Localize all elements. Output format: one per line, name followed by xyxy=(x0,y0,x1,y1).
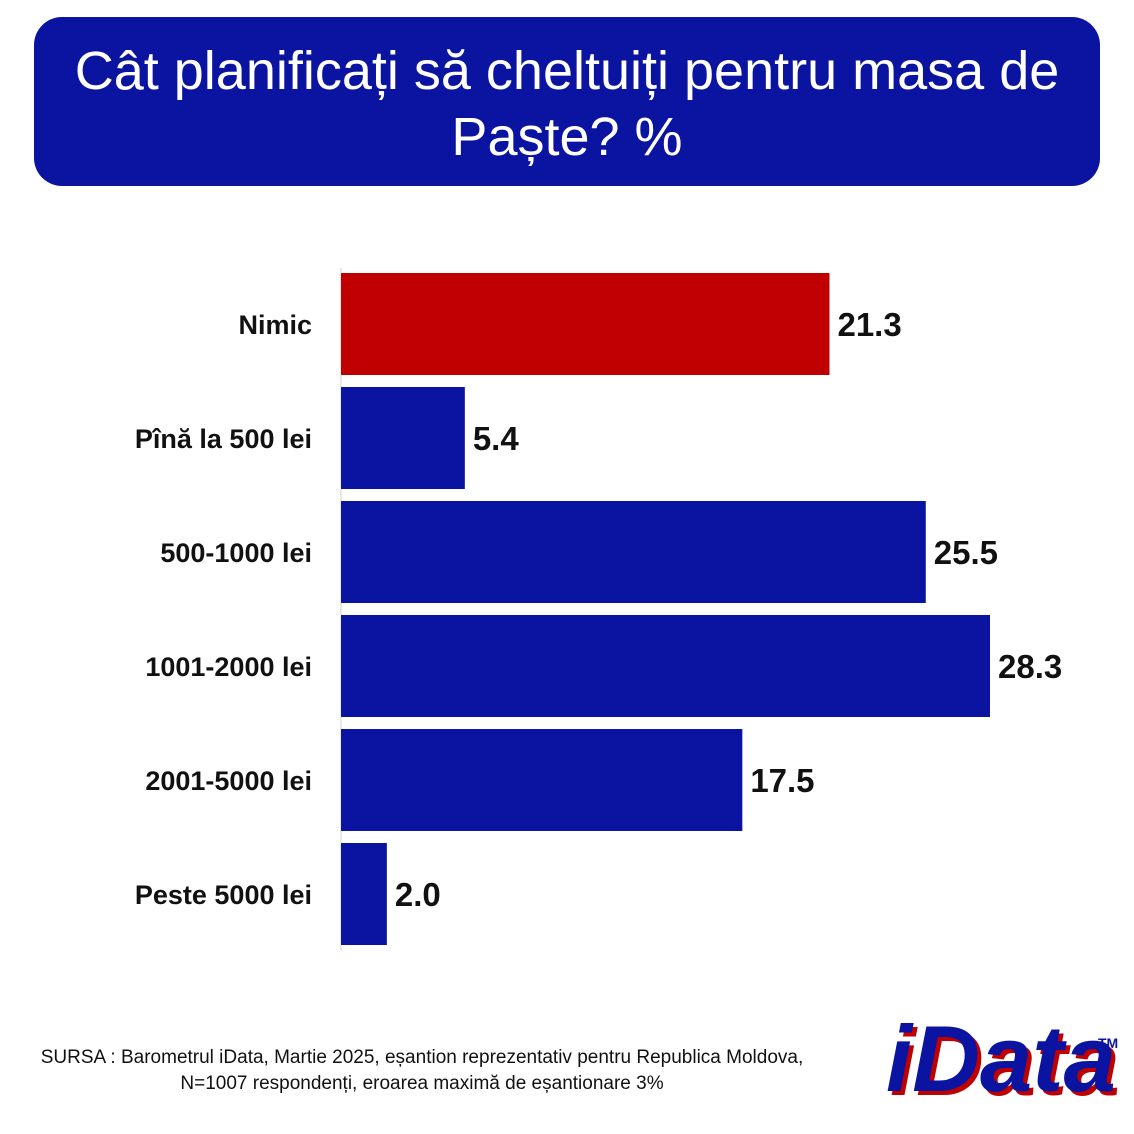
category-label: Nimic xyxy=(238,310,312,340)
bar-chart: Nimic 21.3 Pînă la 500 lei 5.4 500-1000 lei 2… xyxy=(135,268,1062,950)
category-label: Pînă la 500 lei xyxy=(135,424,312,454)
bar xyxy=(341,615,990,717)
idata-logo: iData iData TM xyxy=(886,1012,1118,1104)
bar xyxy=(341,501,926,603)
value-label: 28.3 xyxy=(998,648,1062,685)
category-label: 1001-2000 lei xyxy=(145,652,312,682)
bar xyxy=(341,729,743,831)
logo-shadow-text: iData xyxy=(890,1012,1118,1104)
bar xyxy=(341,273,830,375)
category-label: Peste 5000 lei xyxy=(135,880,312,910)
category-label: 2001-5000 lei xyxy=(145,766,312,796)
logo-text: iData xyxy=(886,1012,1116,1104)
category-label: 500-1000 lei xyxy=(160,538,312,568)
value-label: 17.5 xyxy=(750,762,814,799)
title-banner: Cât planificați să cheltuiți pentru masa… xyxy=(34,17,1100,186)
value-label: 5.4 xyxy=(473,420,520,457)
bar xyxy=(341,843,387,945)
logo-trademark: TM xyxy=(1098,1035,1118,1051)
source-note: SURSA : Barometrul iData, Martie 2025, e… xyxy=(40,1047,804,1094)
value-label: 2.0 xyxy=(395,876,441,913)
bar xyxy=(341,387,465,489)
value-label: 21.3 xyxy=(837,306,901,343)
value-label: 25.5 xyxy=(934,534,998,571)
chart-title: Cât planificați să cheltuiți pentru masa… xyxy=(74,40,1060,167)
